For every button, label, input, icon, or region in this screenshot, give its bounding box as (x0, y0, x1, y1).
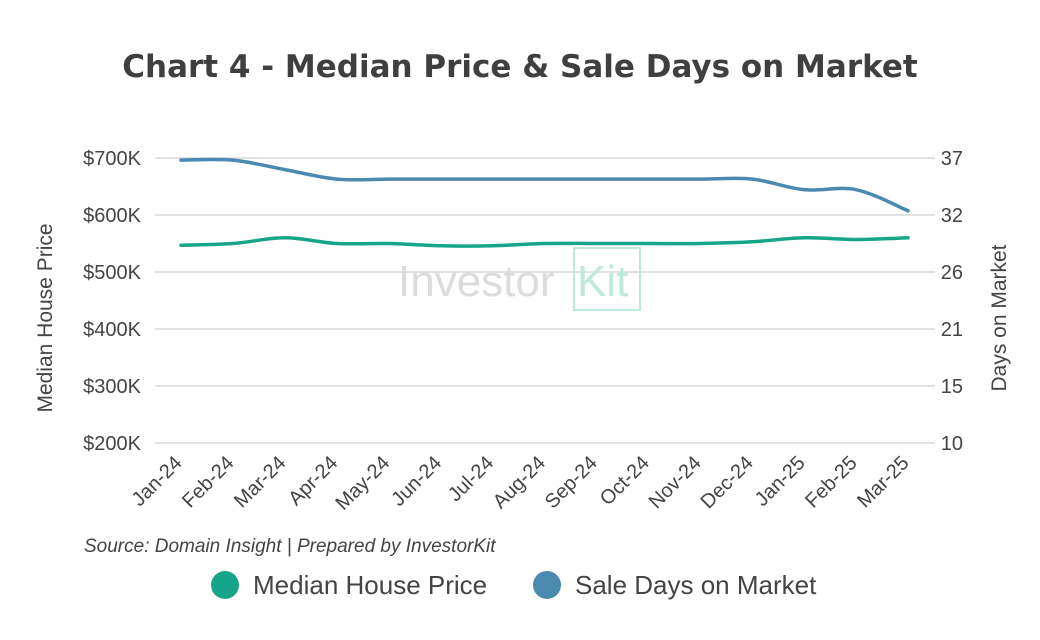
x-tick-label: Oct-24 (596, 452, 654, 510)
x-tick-label: Aug-24 (489, 452, 550, 513)
y-tick-label-left: $200K (83, 433, 141, 455)
x-tick-label: Feb-24 (178, 452, 238, 512)
gridlines (155, 157, 935, 444)
series-line-days-on-market (179, 157, 910, 213)
x-tick-label: Nov-24 (645, 452, 706, 513)
y-tick-label-left: $700K (83, 148, 141, 170)
x-tick-label: Mar-25 (853, 452, 913, 512)
y-axis-right-ticks: 10 15 21 26 32 37 (941, 148, 963, 455)
legend-label-median-price: Median House Price (253, 570, 487, 600)
series-line-median-price (179, 236, 910, 248)
chart-title: Chart 4 - Median Price & Sale Days on Ma… (122, 49, 918, 85)
x-tick-label: Feb-25 (801, 452, 861, 512)
y-axis-right-label: Days on Market (988, 244, 1011, 391)
y-tick-label-right: 10 (941, 433, 963, 455)
x-tick-label: Jan-25 (751, 452, 810, 511)
x-tick-label: Sep-24 (541, 452, 602, 513)
y-tick-label-left: $300K (83, 376, 141, 398)
y-axis-left-ticks: $200K $300K $400K $500K $600K $700K (83, 148, 141, 455)
legend-marker-median-price (211, 571, 239, 599)
legend-marker-days-on-market (533, 571, 561, 599)
y-tick-label-right: 21 (941, 319, 963, 341)
watermark: Investor Kit (398, 247, 641, 311)
x-tick-label: Jan-24 (128, 452, 187, 511)
x-tick-label: May-24 (332, 452, 395, 515)
y-tick-label-left: $500K (83, 262, 141, 284)
y-tick-label-right: 37 (941, 148, 963, 170)
y-tick-label-right: 15 (941, 376, 963, 398)
x-tick-label: Dec-24 (697, 452, 758, 513)
x-axis-ticks: Jan-24Feb-24Mar-24Apr-24May-24Jun-24Jul-… (128, 452, 914, 515)
y-tick-label-left: $600K (83, 205, 141, 227)
y-axis-left-label: Median House Price (34, 223, 57, 412)
y-tick-label-right: 32 (941, 205, 963, 227)
y-tick-label-left: $400K (83, 319, 141, 341)
x-tick-label: Jun-24 (387, 452, 446, 511)
watermark-accent-text: Kit (577, 257, 628, 306)
y-tick-label-right: 26 (941, 262, 963, 284)
watermark-text: Investor (398, 257, 555, 306)
x-tick-label: Mar-24 (230, 452, 290, 512)
watermark-box (573, 247, 641, 311)
legend: Median House Price Sale Days on Market (211, 570, 817, 600)
legend-label-days-on-market: Sale Days on Market (575, 570, 817, 600)
source-note: Source: Domain Insight | Prepared by Inv… (84, 536, 496, 557)
series-lines (179, 157, 910, 248)
